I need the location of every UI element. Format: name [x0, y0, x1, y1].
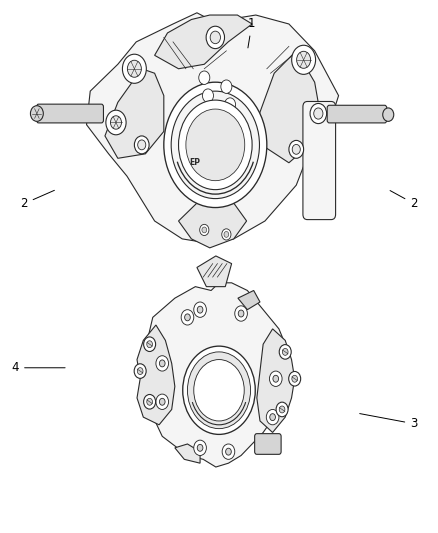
Polygon shape: [175, 444, 200, 463]
Circle shape: [134, 136, 149, 154]
Circle shape: [289, 140, 304, 158]
Circle shape: [210, 31, 220, 44]
Circle shape: [222, 229, 231, 240]
Text: 3: 3: [360, 414, 417, 430]
Circle shape: [179, 100, 252, 190]
Circle shape: [156, 356, 169, 371]
Circle shape: [206, 26, 225, 49]
Polygon shape: [197, 256, 232, 287]
Text: 2: 2: [20, 190, 54, 210]
Circle shape: [266, 409, 279, 425]
Polygon shape: [259, 51, 320, 163]
Circle shape: [194, 360, 244, 421]
Polygon shape: [87, 13, 339, 244]
Circle shape: [134, 364, 146, 378]
Circle shape: [181, 310, 194, 325]
Circle shape: [314, 108, 323, 119]
Circle shape: [279, 345, 291, 359]
Polygon shape: [137, 325, 175, 425]
Circle shape: [194, 440, 206, 456]
Circle shape: [144, 394, 155, 409]
Circle shape: [283, 349, 288, 356]
Circle shape: [156, 394, 169, 409]
FancyBboxPatch shape: [254, 434, 281, 454]
Circle shape: [276, 402, 288, 417]
Circle shape: [235, 306, 247, 321]
Polygon shape: [155, 15, 252, 69]
Circle shape: [310, 103, 327, 124]
Text: 1: 1: [248, 18, 256, 48]
Circle shape: [164, 82, 267, 207]
Text: EP: EP: [190, 158, 201, 167]
FancyBboxPatch shape: [303, 101, 336, 220]
Circle shape: [292, 45, 315, 74]
Circle shape: [273, 375, 279, 382]
Circle shape: [30, 106, 43, 122]
Circle shape: [279, 406, 285, 413]
Circle shape: [238, 310, 244, 317]
Circle shape: [106, 110, 126, 135]
Polygon shape: [105, 69, 164, 158]
Circle shape: [127, 60, 141, 77]
Circle shape: [187, 352, 251, 429]
Circle shape: [110, 116, 121, 129]
Circle shape: [292, 375, 297, 382]
Circle shape: [183, 346, 255, 434]
Circle shape: [197, 445, 203, 451]
Circle shape: [200, 224, 209, 236]
Circle shape: [138, 368, 143, 375]
Circle shape: [122, 54, 146, 83]
Circle shape: [225, 98, 236, 111]
Circle shape: [185, 314, 190, 321]
Circle shape: [147, 341, 152, 348]
Circle shape: [202, 89, 213, 102]
Circle shape: [222, 444, 235, 459]
Circle shape: [147, 398, 152, 405]
FancyBboxPatch shape: [327, 106, 387, 123]
Circle shape: [226, 448, 231, 455]
Text: 4: 4: [11, 361, 65, 374]
Circle shape: [292, 144, 300, 154]
Circle shape: [197, 306, 203, 313]
Circle shape: [224, 231, 229, 237]
Circle shape: [138, 140, 146, 150]
Polygon shape: [257, 329, 295, 432]
Circle shape: [199, 71, 210, 84]
Circle shape: [289, 372, 300, 386]
Circle shape: [159, 398, 165, 405]
Circle shape: [159, 360, 165, 367]
Circle shape: [202, 227, 207, 233]
Circle shape: [221, 80, 232, 93]
Polygon shape: [179, 203, 247, 248]
Circle shape: [171, 91, 259, 199]
Polygon shape: [146, 283, 292, 467]
Circle shape: [186, 109, 245, 181]
FancyBboxPatch shape: [36, 104, 103, 123]
Circle shape: [144, 337, 155, 351]
Circle shape: [270, 414, 276, 421]
Circle shape: [269, 371, 282, 386]
Circle shape: [383, 108, 394, 122]
Text: 2: 2: [390, 191, 418, 210]
Circle shape: [194, 302, 206, 317]
Circle shape: [297, 51, 311, 68]
Polygon shape: [238, 290, 260, 310]
